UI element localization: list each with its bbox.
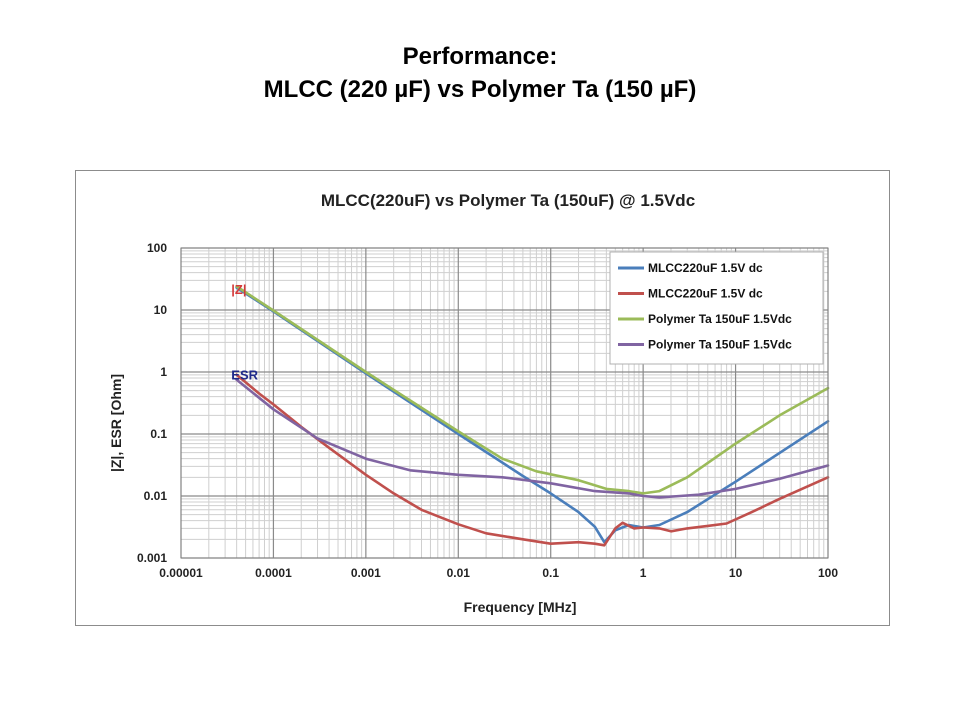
legend-label: MLCC220uF 1.5V dc: [648, 287, 763, 301]
slide-title-line-2: MLCC (220 µF) vs Polymer Ta (150 µF): [263, 76, 697, 103]
y-tick-label: 1: [160, 365, 167, 379]
series-layer: [235, 285, 830, 547]
chart-title: MLCC(220uF) vs Polymer Ta (150uF) @ 1.5V…: [321, 191, 695, 210]
annotations: |Z| ESR: [231, 282, 258, 383]
series-line-1: [235, 286, 830, 544]
legend-label: Polymer Ta 150uF 1.5Vdc: [648, 338, 792, 352]
series-line-3: [235, 285, 830, 495]
y-tick-label: 100: [147, 241, 167, 255]
x-tick-label: 0.0001: [255, 566, 292, 580]
x-tick-label: 100: [818, 566, 838, 580]
x-axis-label: Frequency [MHz]: [464, 599, 577, 615]
annotation-label: |Z|: [231, 282, 246, 297]
x-tick-labels: 0.00001 0.0001 0.001 0.01 0.1 1 10 100: [159, 566, 838, 580]
legend-box: [609, 251, 824, 365]
y-tick-label: 10: [154, 303, 168, 317]
legend: MLCC220uF 1.5V dc MLCC220uF 1.5V dc Polyme…: [609, 251, 824, 365]
y-tick-label: 0.001: [137, 551, 167, 565]
annotation-label: ESR: [231, 368, 258, 383]
impedance-chart: MLCC(220uF) vs Polymer Ta (150uF) @ 1.5V…: [108, 191, 838, 615]
legend-label: Polymer Ta 150uF 1.5Vdc: [648, 312, 792, 326]
legend-label: MLCC220uF 1.5V dc: [648, 261, 763, 275]
y-axis-label: |Z|, ESR [Ohm]: [108, 374, 124, 472]
x-tick-label: 1: [640, 566, 647, 580]
x-tick-label: 0.01: [447, 566, 471, 580]
x-tick-label: 0.00001: [159, 566, 203, 580]
x-tick-label: 10: [729, 566, 743, 580]
chart-frame: MLCC(220uF) vs Polymer Ta (150uF) @ 1.5V…: [75, 170, 890, 626]
slide-title-line-1: Performance:: [402, 43, 558, 70]
y-tick-labels: 0.001 0.01 0.1 1 10 100: [137, 241, 167, 565]
plot-border: [180, 247, 829, 559]
series-line-4: [235, 378, 830, 499]
y-tick-label: 0.01: [144, 489, 168, 503]
series-line-2: [235, 373, 830, 547]
y-tick-label: 0.1: [150, 427, 167, 441]
x-tick-label: 0.001: [351, 566, 381, 580]
x-tick-label: 0.1: [542, 566, 559, 580]
